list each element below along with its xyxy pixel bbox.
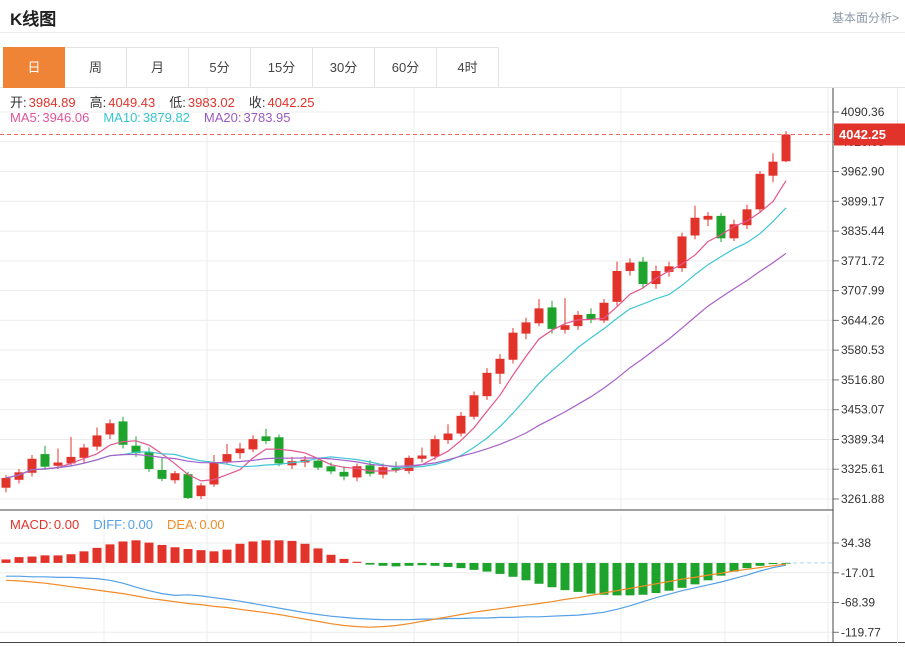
price-axis-label: 3389.34 xyxy=(841,432,885,446)
axis-frame xyxy=(0,88,905,643)
macd-axis-label: -119.77 xyxy=(841,625,881,639)
candles-layer xyxy=(1,131,791,499)
price-axis-label: 3962.90 xyxy=(841,165,885,179)
period-tab-day[interactable]: 日 xyxy=(3,47,65,88)
diff-line xyxy=(6,564,787,621)
current-price-tag-label: 4042.25 xyxy=(839,127,886,142)
page-title: K线图 xyxy=(10,10,57,29)
period-tab-30min[interactable]: 30分 xyxy=(313,47,375,88)
price-axis-label: 3516.80 xyxy=(841,373,885,387)
price-axis-label: 3707.99 xyxy=(841,284,885,298)
ma5-line xyxy=(5,180,787,482)
period-tab-5min[interactable]: 5分 xyxy=(189,47,251,88)
gridlines xyxy=(0,88,833,643)
price-axis-label: 3644.26 xyxy=(841,313,885,327)
period-tab-month[interactable]: 月 xyxy=(127,47,189,88)
period-tab-week[interactable]: 周 xyxy=(65,47,127,88)
macd-axis-label: 34.38 xyxy=(841,536,871,550)
price-axis-label: 3261.88 xyxy=(841,492,885,506)
ma20-line xyxy=(5,252,787,479)
dea-line xyxy=(5,563,787,628)
price-axis-label: 3580.53 xyxy=(841,343,885,357)
chart-area: 4090.364026.633962.903899.173835.443771.… xyxy=(0,88,905,647)
fundamental-analysis-link[interactable]: 基本面分析> xyxy=(831,11,899,25)
price-axis-label: 3325.61 xyxy=(841,462,885,476)
ma10-line xyxy=(5,207,787,479)
price-axis-label: 3899.17 xyxy=(841,194,885,208)
macd-axis-label: -68.39 xyxy=(841,596,875,610)
period-tab-15min[interactable]: 15分 xyxy=(251,47,313,88)
macd-axis-label: -17.01 xyxy=(841,566,875,580)
price-axis-label: 3771.72 xyxy=(841,254,885,268)
axis-labels: 4090.364026.633962.903899.173835.443771.… xyxy=(833,105,885,639)
period-tab-60min[interactable]: 60分 xyxy=(375,47,437,88)
price-axis-label: 4090.36 xyxy=(841,105,885,119)
current-price-tag: 4042.25 xyxy=(834,123,905,146)
period-tabbar: 日周月 5分 15分 30分 60分 4时 xyxy=(0,47,905,88)
price-axis-label: 3835.44 xyxy=(841,224,885,238)
price-axis-label: 3453.07 xyxy=(841,403,885,417)
ma-lines xyxy=(5,180,787,482)
period-tab-4hour[interactable]: 4时 xyxy=(437,47,499,88)
macd-panel xyxy=(1,540,833,628)
kline-chart[interactable]: 4090.364026.633962.903899.173835.443771.… xyxy=(0,88,905,647)
chart-header: K线图 基本面分析> xyxy=(0,0,905,33)
